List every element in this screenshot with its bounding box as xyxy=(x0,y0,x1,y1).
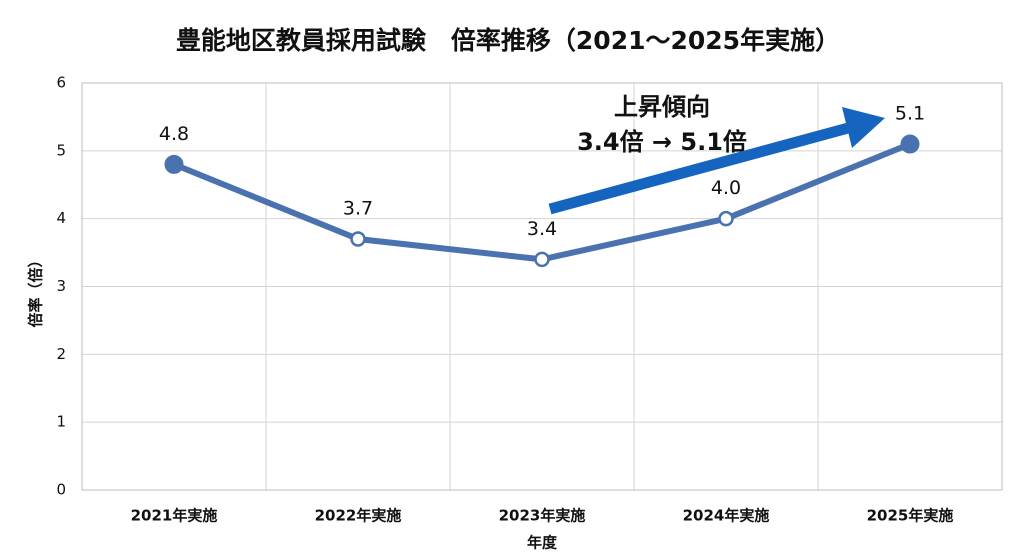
data-label: 3.4 xyxy=(527,218,557,240)
y-axis-label: 倍率（倍） xyxy=(27,252,45,327)
trend-arrow-head xyxy=(842,107,885,148)
point xyxy=(900,134,920,154)
point xyxy=(534,251,550,268)
y-tick-label: 4 xyxy=(56,209,66,227)
point xyxy=(164,154,184,174)
y-tick-label: 3 xyxy=(56,277,66,295)
y-tick-label: 0 xyxy=(56,481,66,499)
y-tick-label: 1 xyxy=(56,413,66,431)
grid: 0 1 2 3 4 5 6 2021年実施 2022年実施 2023年実施 2024年実施 2025年… xyxy=(56,74,1003,525)
y-tick-label: 5 xyxy=(56,141,66,159)
data-label: 4.8 xyxy=(159,123,189,145)
x-tick-label: 2023年実施 xyxy=(499,507,586,525)
x-tick-label: 2022年実施 xyxy=(315,507,402,525)
plot-border xyxy=(81,82,1003,491)
x-tick-label: 2025年実施 xyxy=(867,507,954,525)
data-label: 4.0 xyxy=(711,177,741,199)
annotation: 上昇傾向 xyxy=(614,93,710,121)
annotation: 3.4倍 → 5.1倍 xyxy=(577,128,747,156)
point xyxy=(718,210,734,227)
trend-arrow xyxy=(548,121,854,215)
chart-title: 豊能地区教員採用試験 倍率推移（2021～2025年実施） xyxy=(176,26,840,55)
y-tick-label: 2 xyxy=(56,345,66,363)
data-label: 3.7 xyxy=(343,198,373,220)
point xyxy=(350,231,366,247)
y-tick-label: 6 xyxy=(56,74,66,92)
plot: 4.8 3.7 3.4 4.0 5.1 xyxy=(159,103,925,268)
x-tick-label: 2021年実施 xyxy=(131,507,218,525)
data-label: 5.1 xyxy=(895,103,925,125)
x-axis-label: 年度 xyxy=(527,534,558,552)
x-tick-label: 2024年実施 xyxy=(683,507,770,525)
